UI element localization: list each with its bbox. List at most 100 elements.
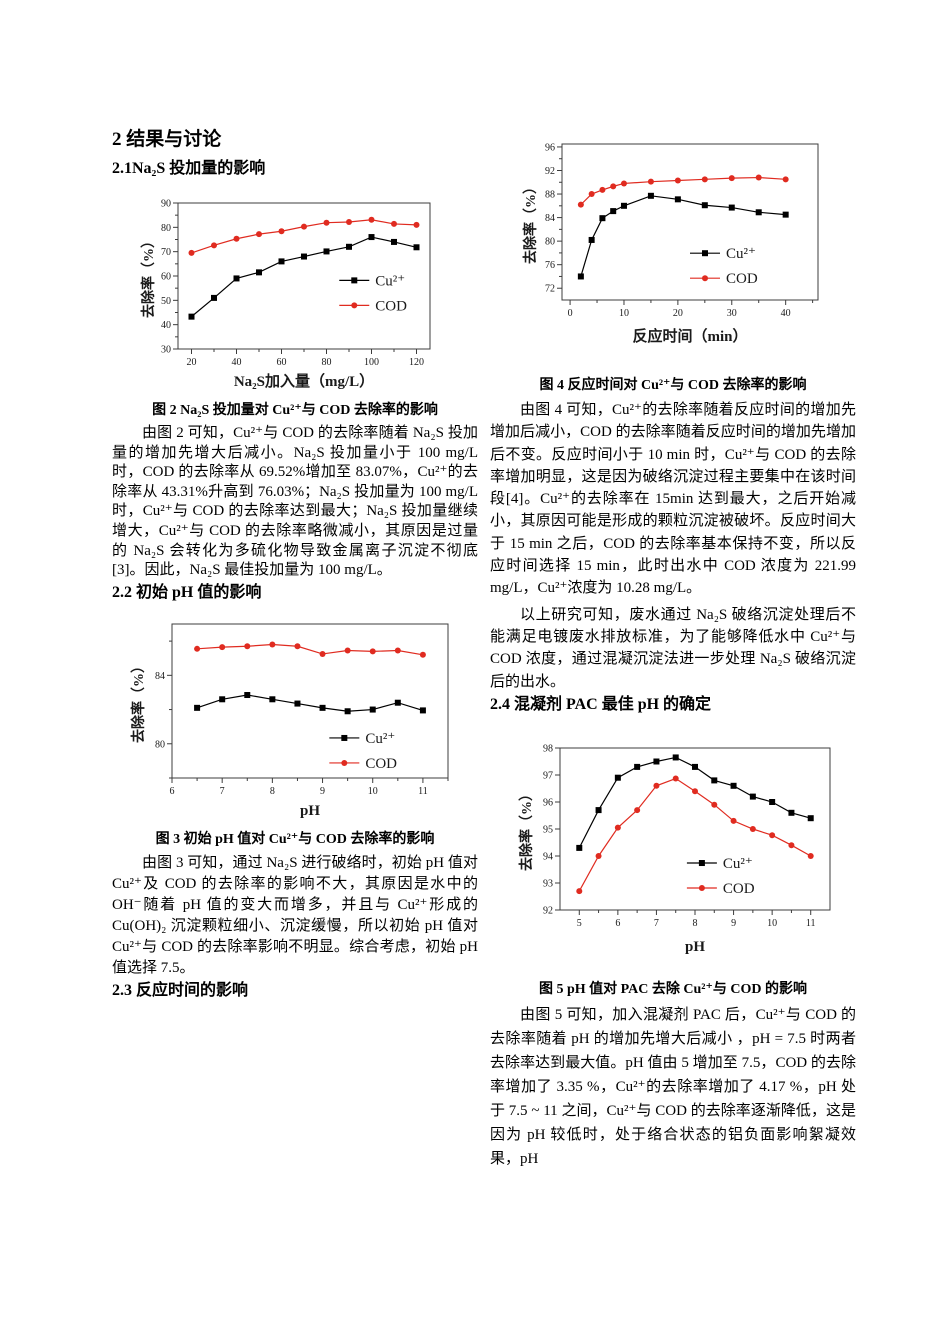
summary-paragraph: 以上研究可知，废水通过 Na₂S 破络沉淀处理后不能满足电镀废水排放标准，为了能… [490, 606, 856, 690]
axes: 6 7 8 9 10 11 80 84 [155, 640, 449, 797]
x-axis-title: 反应时间（min） [632, 327, 747, 345]
axes: 5 6 7 8 9 10 11 92 93 94 95 96 97 98 [543, 743, 816, 929]
y-tick-label: 96 [545, 142, 555, 153]
x-tick-label: 11 [806, 918, 816, 929]
data-point [599, 186, 606, 193]
data-point [394, 699, 401, 706]
data-point [233, 275, 240, 282]
data-point [711, 777, 718, 784]
x-tick-label: 10 [368, 786, 378, 797]
data-point [788, 842, 795, 849]
legend: Cu²⁺ COD [690, 246, 758, 287]
data-point [346, 243, 352, 250]
data-point [807, 815, 814, 822]
legend: Cu²⁺ COD [329, 731, 397, 772]
data-point [194, 645, 201, 652]
legend-marker [698, 884, 705, 891]
plot-frame [559, 747, 831, 911]
x-tick-label: 20 [673, 308, 683, 319]
data-point [769, 832, 776, 839]
figure-5-caption: 图 5 pH 值对 PAC 去除 Cu²⁺与 COD 的影响 [538, 981, 807, 997]
data-point [610, 208, 617, 215]
data-point [653, 758, 660, 765]
y-axis-title: 去除率（%） [518, 787, 535, 871]
data-point [391, 220, 397, 227]
data-point [219, 696, 226, 703]
legend: Cu²⁺ COD [339, 273, 407, 314]
data-point [576, 887, 583, 894]
data-point [730, 782, 737, 789]
data-point [614, 774, 621, 781]
data-point [672, 754, 679, 761]
figure-5-discussion-paragraph: 由图 5 可知，加入混凝剂 PAC 后，Cu²⁺与 COD 的去除率随着 pH … [490, 1006, 856, 1167]
series-COD [577, 174, 789, 208]
figure-4-discussion-paragraph: 由图 4 可知，Cu²⁺的去除率随着反应时间的增加先增加后减小，COD 的去除率… [490, 402, 856, 597]
x-tick-label: 0 [568, 308, 573, 319]
x-tick-label: 8 [693, 918, 698, 929]
data-point [730, 817, 737, 824]
data-point [323, 248, 330, 255]
data-point [346, 218, 352, 225]
x-tick-label: 9 [320, 786, 325, 797]
y-tick-label: 40 [161, 320, 171, 331]
x-tick-label: 11 [418, 786, 428, 797]
data-point [219, 643, 226, 650]
right-column: 0 10 20 30 40 72 76 80 84 88 92 96 反应时间（min） 去除率（%） Cu… [490, 128, 856, 1171]
y-axis-title: 去除率（%） [140, 234, 157, 318]
left-column: 2 结果与讨论 2.1Na₂S 投加量的影响 20 40 60 80 100 120 30 4… [112, 128, 478, 1002]
legend-marker [351, 277, 358, 284]
legend: Cu²⁺ COD [686, 856, 755, 897]
y-tick-label: 76 [545, 260, 555, 271]
data-point [769, 798, 776, 805]
y-tick-label: 84 [155, 671, 165, 682]
data-point [369, 706, 376, 713]
y-tick-label: 60 [161, 272, 171, 283]
x-tick-label: 10 [767, 918, 777, 929]
data-point [599, 215, 606, 222]
x-tick-label: 5 [577, 918, 582, 929]
data-point [788, 809, 795, 816]
plot-frame [561, 143, 819, 301]
subsection-2-4-heading: 2.4 混凝剂 PAC 最佳 pH 的确定 [490, 695, 712, 713]
data-point [319, 650, 326, 657]
data-point [711, 801, 718, 808]
data-point [647, 178, 654, 185]
series-Cu²⁺ [194, 691, 426, 715]
legend-marker [351, 302, 358, 309]
x-axis-title: Na₂S加入量（mg/L） [234, 372, 374, 390]
figure-4-caption: 图 4 反应时间对 Cu²⁺与 COD 去除率的影响 [539, 378, 807, 393]
data-point [419, 707, 426, 714]
y-axis-title: 去除率（%） [522, 180, 539, 264]
data-point [620, 180, 627, 187]
y-tick-label: 98 [543, 743, 553, 754]
data-point [749, 793, 756, 800]
data-point [244, 642, 251, 649]
x-tick-label: 10 [619, 308, 629, 319]
data-point [647, 192, 654, 199]
data-point [301, 253, 307, 260]
x-tick-label: 20 [187, 357, 197, 368]
figure-4-chart: 0 10 20 30 40 72 76 80 84 88 92 96 反应时间（min） 去除率（%） Cu… [522, 134, 832, 350]
legend-label: COD [375, 298, 407, 314]
data-point [674, 177, 681, 184]
data-point [294, 700, 301, 707]
legend-label: Cu²⁺ [365, 731, 395, 747]
y-tick-label: 80 [161, 223, 171, 234]
data-point [588, 236, 595, 243]
y-tick-label: 90 [161, 199, 171, 210]
y-tick-label: 72 [545, 284, 555, 295]
data-point [269, 696, 276, 703]
data-point [368, 234, 375, 241]
data-point [614, 824, 621, 831]
section-heading: 2 结果与讨论 [112, 129, 222, 150]
x-tick-label: 40 [781, 308, 791, 319]
data-point [653, 782, 660, 789]
x-axis-title: pH [300, 803, 320, 819]
data-point [391, 238, 397, 245]
x-tick-label: 8 [270, 786, 275, 797]
legend-label: Cu²⁺ [375, 273, 405, 289]
data-point [620, 202, 627, 209]
y-tick-label: 84 [545, 213, 555, 224]
data-point [211, 294, 217, 301]
data-point [319, 704, 326, 711]
